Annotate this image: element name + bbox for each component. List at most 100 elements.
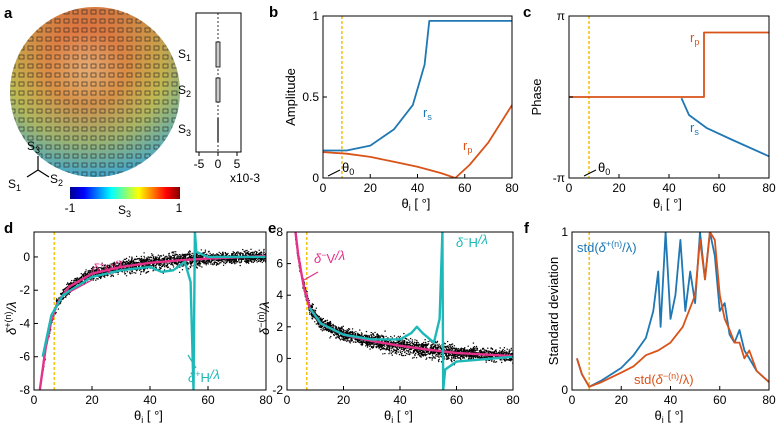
scatter-point (486, 351, 488, 353)
ytick-label: 0 (23, 250, 30, 264)
scatter-point (398, 353, 401, 356)
scatter-point (356, 340, 359, 343)
scatter-point (476, 349, 478, 351)
scatter-point (423, 351, 425, 353)
scatter-point (246, 251, 248, 254)
scatter-point (206, 261, 208, 263)
scatter-point (191, 261, 193, 264)
scatter-point (354, 333, 357, 335)
scatter-point (129, 273, 132, 275)
scatter-point (236, 253, 239, 255)
scatter-point (399, 343, 402, 345)
scatter-point (151, 253, 153, 255)
scatter-point (399, 335, 401, 338)
scatter-point (198, 262, 200, 264)
scatter-point (162, 263, 164, 265)
scatter-point (445, 354, 447, 357)
panel-a: a S1 S2 S3 -5 0 5 x10-3 S3 S1 S2 -1 1 (4, 5, 260, 219)
scatter-point (91, 268, 94, 270)
scatter-point (152, 264, 155, 267)
scatter-point (433, 346, 435, 348)
scatter-point (373, 334, 375, 337)
scatter-point (490, 356, 493, 358)
scatter-point (479, 350, 481, 352)
scatter-point (321, 330, 323, 332)
scatter-point (418, 353, 420, 356)
scatter-point (311, 304, 313, 306)
scatter-point (466, 349, 468, 351)
scatter-point (508, 350, 510, 353)
scatter-point (152, 254, 154, 256)
scatter-point (257, 258, 259, 260)
scatter-point (262, 253, 264, 255)
scatter-point (127, 261, 129, 263)
scatter-point (420, 344, 423, 346)
scatter-point (174, 254, 176, 256)
scatter-point (261, 261, 263, 264)
scatter-point (222, 260, 224, 262)
scatter-point (107, 264, 109, 266)
scatter-point (475, 349, 477, 351)
scatter-point (249, 260, 252, 262)
scatter-point (143, 252, 145, 254)
scatter-point (431, 346, 433, 348)
scatter-point (451, 361, 453, 363)
xtick-label: 40 (662, 181, 676, 195)
scatter-point (409, 351, 411, 353)
scatter-point (195, 255, 198, 257)
scatter-point (245, 262, 248, 264)
scatter-point (370, 334, 372, 337)
xtick-label: 0 (31, 393, 38, 407)
scatter-point (135, 258, 137, 261)
scatter-point (456, 348, 458, 350)
scatter-point (473, 347, 475, 350)
scatter-point (486, 356, 488, 358)
scatter-point (182, 265, 184, 267)
scatter-point (157, 254, 159, 256)
scatter-point (103, 275, 105, 278)
scatter-point (365, 335, 367, 337)
scatter-point (165, 255, 167, 257)
scatter-point (63, 288, 65, 291)
scatter-point (125, 275, 128, 277)
xlabel-b: θi [ °] (402, 196, 431, 213)
scatter-point (414, 354, 416, 357)
scatter-point (199, 265, 201, 267)
scatter-point (79, 276, 81, 279)
scatter-point (431, 351, 433, 353)
scatter-point (131, 272, 133, 274)
scatter-point (169, 255, 171, 257)
scatter-point (172, 266, 175, 268)
scatter-point (505, 359, 507, 361)
scatter-point (68, 283, 70, 286)
scatter-point (56, 298, 58, 300)
scatter-point (233, 251, 235, 254)
scatter-point (215, 264, 218, 266)
scatter-point (125, 257, 128, 260)
scatter-point (104, 264, 107, 267)
box-xtick-0: -5 (194, 157, 205, 171)
scatter-point (176, 256, 178, 258)
scatter-point (311, 318, 313, 320)
scatter-point (260, 257, 262, 260)
s2-box (215, 77, 221, 103)
scatter-point (438, 358, 440, 360)
scatter-point (452, 357, 455, 359)
scatter-point (426, 351, 428, 353)
scatter-point (203, 251, 205, 254)
scatter-point (245, 250, 247, 252)
scatter-point (162, 257, 164, 260)
scatter-point (172, 257, 175, 259)
scatter-point (123, 258, 126, 260)
scatter-point (189, 251, 191, 253)
scatter-point (239, 262, 241, 264)
scatter-point (404, 337, 407, 340)
scatter-point (143, 269, 145, 271)
scatter-point (173, 256, 176, 258)
scatter-point (336, 328, 338, 331)
scatter-point (399, 351, 402, 354)
series-b-1 (323, 104, 512, 178)
scatter-point (146, 271, 148, 273)
